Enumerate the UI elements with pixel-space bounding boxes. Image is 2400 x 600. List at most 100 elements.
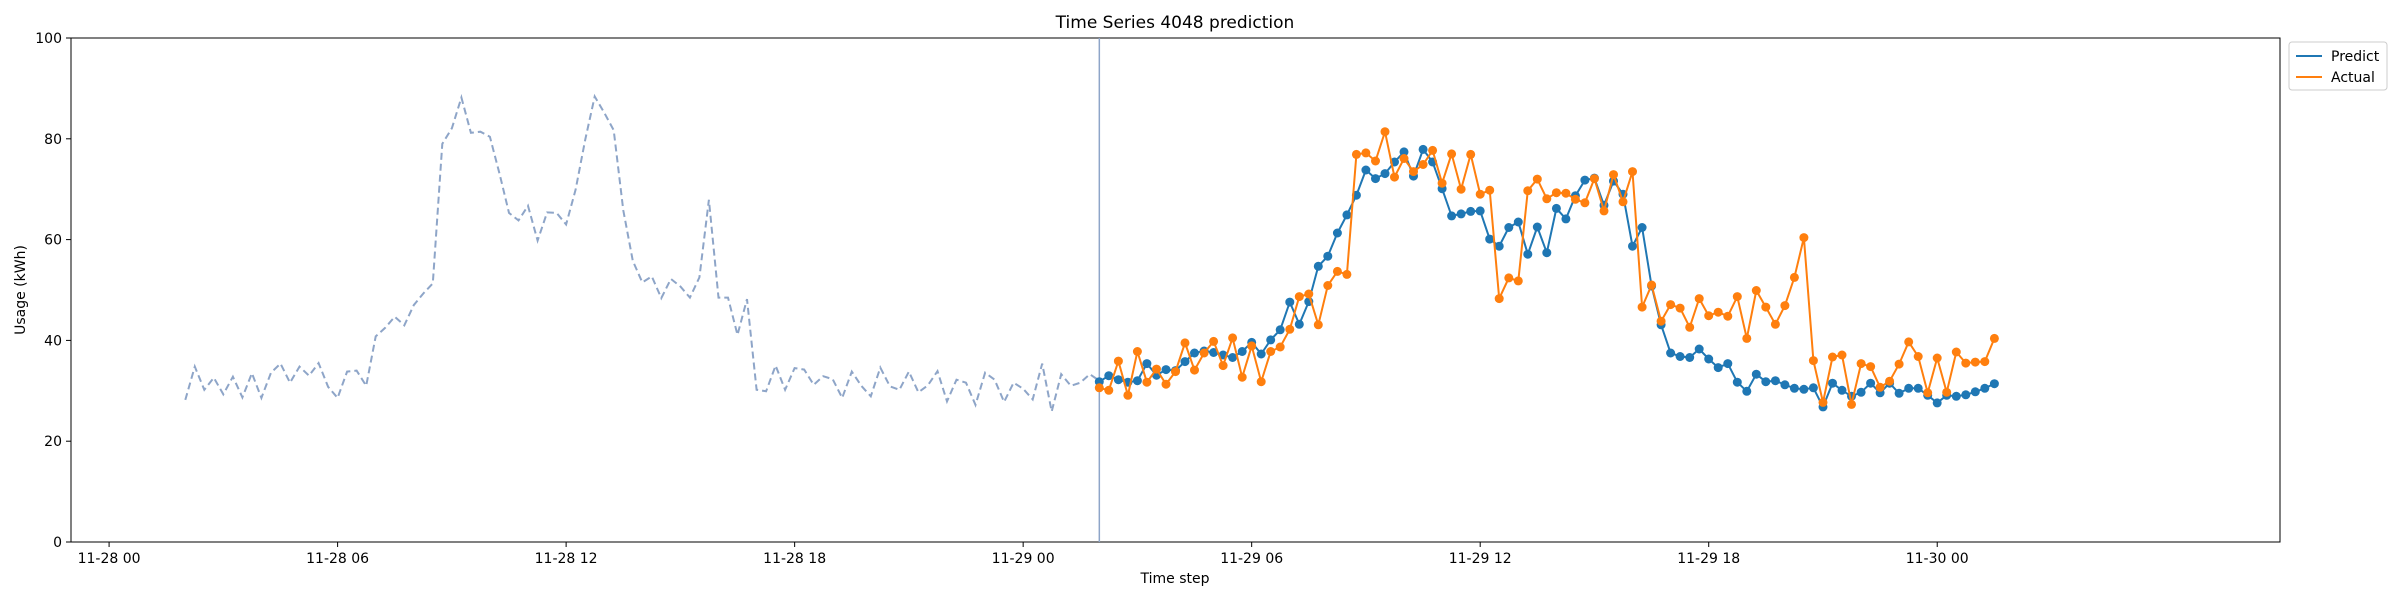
point-predict: [1313, 261, 1323, 271]
point-predict: [1237, 347, 1247, 356]
chart-title: Time Series 4048 prediction: [1055, 13, 1295, 33]
point-actual: [1961, 358, 1971, 368]
point-predict: [1637, 223, 1647, 232]
point-predict: [1332, 228, 1342, 238]
point-predict: [1266, 335, 1276, 345]
point-predict: [1913, 383, 1923, 393]
point-predict: [1789, 383, 1799, 393]
point-actual: [1637, 302, 1647, 312]
point-actual: [1751, 286, 1761, 295]
y-tick-label: 20: [44, 434, 62, 450]
point-predict: [1694, 344, 1704, 354]
point-predict: [1770, 376, 1780, 386]
point-actual: [1970, 357, 1980, 367]
point-predict: [1113, 375, 1123, 385]
point-predict: [1256, 349, 1266, 359]
point-actual: [1847, 399, 1856, 409]
point-actual: [1161, 379, 1171, 389]
point-actual: [1904, 337, 1914, 347]
point-actual: [1894, 359, 1904, 369]
point-predict: [1980, 383, 1990, 393]
point-predict: [1447, 211, 1457, 221]
point-actual: [1980, 357, 1990, 367]
point-predict: [1932, 398, 1942, 408]
point-actual: [1951, 347, 1961, 357]
point-predict: [1808, 383, 1818, 393]
point-predict: [1799, 384, 1809, 394]
point-actual: [1789, 272, 1799, 282]
y-axis-ticks: 0 20 40 60 80 100: [35, 31, 71, 551]
point-predict: [1342, 210, 1352, 220]
point-actual: [1799, 233, 1809, 243]
x-tick-label: 11-29 00: [992, 551, 1055, 567]
point-actual: [1885, 376, 1895, 386]
point-actual: [1104, 385, 1114, 395]
point-predict: [1209, 348, 1219, 357]
point-actual: [1371, 156, 1380, 166]
point-predict: [1399, 147, 1409, 157]
point-predict: [1161, 365, 1171, 375]
point-predict: [1323, 251, 1333, 261]
point-actual: [1856, 359, 1866, 369]
legend-label-predict: Predict: [2331, 49, 2380, 65]
point-predict: [1485, 234, 1495, 244]
x-tick-label: 11-29 18: [1677, 551, 1740, 567]
point-actual: [1675, 303, 1685, 313]
legend: Predict Actual: [2288, 41, 2388, 91]
point-predict: [1542, 248, 1552, 258]
point-actual: [1418, 160, 1428, 169]
point-predict: [1666, 348, 1676, 358]
point-predict: [1628, 241, 1637, 251]
x-axis-ticks: 11-28 00 11-28 06 11-28 12 11-28 18 11-29 00…: [78, 542, 1969, 567]
point-actual: [1780, 301, 1790, 311]
point-actual: [1199, 348, 1209, 358]
point-actual: [1523, 186, 1533, 196]
point-predict: [1551, 203, 1561, 213]
point-actual: [1609, 170, 1618, 180]
y-tick-label: 80: [44, 132, 62, 148]
point-actual: [1294, 292, 1304, 302]
point-actual: [1266, 347, 1276, 356]
x-tick-label: 11-29 12: [1449, 551, 1512, 567]
point-predict: [1504, 223, 1514, 232]
point-predict: [1294, 319, 1304, 329]
point-predict: [1190, 348, 1199, 358]
point-actual: [1456, 184, 1466, 194]
point-actual: [1285, 324, 1295, 334]
point-actual: [1304, 289, 1314, 299]
point-actual: [1818, 397, 1828, 407]
point-predict: [1989, 379, 1999, 389]
point-actual: [1913, 352, 1923, 361]
point-actual: [1180, 338, 1190, 348]
point-predict: [1104, 371, 1114, 381]
point-actual: [1685, 322, 1695, 332]
point-actual: [1485, 185, 1495, 195]
point-predict: [1780, 380, 1790, 390]
y-tick-label: 40: [44, 333, 62, 349]
point-predict: [1466, 206, 1476, 216]
point-actual: [1313, 320, 1323, 330]
point-actual: [1761, 302, 1771, 312]
point-predict: [1856, 387, 1866, 397]
x-tick-label: 11-30 00: [1906, 551, 1969, 567]
point-predict: [1132, 376, 1142, 386]
point-actual: [1704, 311, 1714, 321]
point-actual: [1599, 206, 1609, 216]
point-actual: [1409, 167, 1418, 177]
point-predict: [1380, 169, 1390, 179]
x-axis-label: Time step: [1140, 571, 1210, 587]
point-actual: [1570, 194, 1580, 204]
point-predict: [1837, 385, 1847, 395]
point-actual: [1656, 316, 1666, 326]
point-actual: [1209, 336, 1219, 346]
point-actual: [1504, 273, 1514, 283]
point-actual: [1399, 154, 1409, 163]
point-predict: [1361, 165, 1371, 175]
point-actual: [1094, 383, 1104, 393]
point-actual: [1351, 149, 1361, 159]
point-actual: [1113, 356, 1123, 366]
point-predict: [1723, 359, 1733, 369]
point-actual: [1932, 353, 1942, 363]
point-predict: [1180, 357, 1190, 367]
